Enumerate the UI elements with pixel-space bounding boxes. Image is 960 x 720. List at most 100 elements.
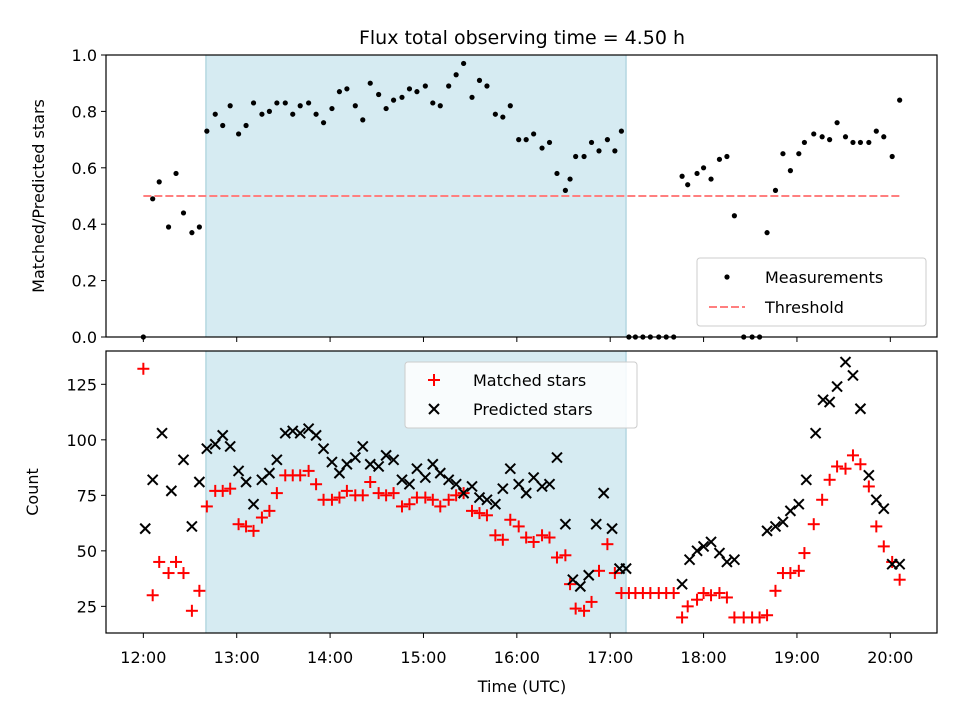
- measurement-point: [523, 137, 529, 143]
- predicted-star-point: [473, 491, 486, 504]
- measurement-point: [618, 128, 625, 134]
- predicted-star-point: [419, 471, 432, 484]
- measurement-points: [140, 60, 903, 340]
- matched-star-point: [489, 529, 502, 542]
- matched-star-point: [691, 593, 704, 606]
- measurement-point: [437, 103, 443, 109]
- matched-star-point: [807, 518, 820, 531]
- predicted-star-point: [240, 476, 252, 488]
- measurement-point: [453, 72, 459, 78]
- measurement-point: [694, 170, 700, 177]
- measurement-point: [581, 153, 587, 160]
- matched-star-point: [364, 476, 377, 489]
- measurement-point: [469, 94, 475, 100]
- predicted-star-point: [520, 487, 532, 499]
- measurement-point: [306, 100, 312, 106]
- predicted-star-point: [380, 449, 392, 462]
- matched-star-point: [263, 504, 276, 517]
- predicted-star-point: [341, 458, 353, 470]
- matched-star-point: [504, 513, 517, 526]
- matched-star-point: [761, 609, 774, 622]
- predicted-star-point: [481, 494, 493, 506]
- measurement-point: [897, 97, 903, 103]
- predicted-star-point: [310, 429, 322, 442]
- bottom-axes-frame: [105, 350, 938, 634]
- measurement-point: [881, 134, 887, 140]
- legend-matched-label: Matched stars: [473, 371, 586, 390]
- predicted-star-point: [497, 482, 509, 495]
- predicted-star-point: [863, 469, 875, 482]
- top-y-axis-label: Matched/Predicted stars: [29, 99, 48, 293]
- measurement-point: [313, 111, 319, 117]
- measurement-point: [461, 60, 467, 67]
- predicted-star-point: [543, 478, 556, 490]
- matched-star-point: [177, 567, 190, 580]
- predicted-star-point: [590, 518, 602, 530]
- measurement-point: [360, 117, 366, 123]
- y-tick-label: 25: [77, 597, 97, 616]
- measurement-point: [780, 151, 786, 157]
- measurement-point: [235, 131, 242, 137]
- predicted-star-point: [504, 462, 517, 475]
- predicted-star-point: [177, 454, 190, 466]
- predicted-star-point: [784, 505, 797, 517]
- measurement-point: [834, 120, 840, 126]
- predicted-star-point: [326, 456, 338, 468]
- measurement-point: [165, 224, 172, 230]
- matched-star-point: [403, 498, 416, 511]
- matched-star-point: [193, 584, 206, 597]
- measurement-point: [250, 100, 257, 106]
- predicted-star-point: [279, 427, 291, 439]
- matched-star-point: [705, 589, 718, 602]
- predicted-star-point: [574, 580, 587, 593]
- measurement-point: [390, 97, 397, 103]
- predicted-star-point: [559, 518, 572, 530]
- matched-star-point: [854, 458, 867, 471]
- matched-star-point: [601, 538, 614, 551]
- predicted-star-point: [217, 429, 229, 442]
- matched-star-point: [784, 567, 797, 580]
- measurement-point: [399, 94, 405, 100]
- measurement-point: [406, 86, 413, 92]
- y-tick-label: 0.8: [72, 102, 97, 121]
- measurement-point: [866, 139, 872, 146]
- matched-star-point: [862, 480, 875, 493]
- predicted-star-point: [761, 525, 773, 537]
- legend-matched-marker: [428, 374, 440, 386]
- matched-star-point: [380, 489, 393, 502]
- y-tick-label: 0.4: [72, 215, 97, 234]
- measurement-point: [531, 131, 537, 137]
- predicted-star-point: [489, 498, 502, 510]
- matched-star-point: [753, 611, 766, 624]
- measurement-point: [150, 196, 156, 202]
- measurement-point: [801, 139, 808, 146]
- measurement-point: [484, 83, 490, 89]
- measurement-point: [274, 100, 280, 106]
- matched-star-point: [232, 518, 245, 531]
- x-tick-label: 14:00: [307, 648, 353, 667]
- x-tick-label: 19:00: [774, 648, 820, 667]
- predicted-star-point: [854, 403, 867, 415]
- predicted-star-point: [287, 425, 299, 437]
- predicted-star-point: [705, 536, 717, 548]
- matched-star-point: [585, 595, 598, 608]
- predicted-star-point: [387, 454, 400, 466]
- matched-star-point: [667, 587, 680, 600]
- measurement-point: [516, 137, 522, 143]
- predicted-star-point: [847, 369, 859, 382]
- matched-star-point: [372, 487, 385, 500]
- matched-star-point: [713, 587, 726, 600]
- matched-star-point: [550, 551, 563, 564]
- legend-measurements-marker: [724, 274, 730, 280]
- predicted-star-point: [817, 394, 829, 406]
- measurement-point: [716, 156, 723, 162]
- matched-star-point: [480, 509, 493, 522]
- matched-star-point: [340, 484, 353, 497]
- measurement-point: [596, 148, 602, 154]
- bottom-y-axis-label: Count: [23, 468, 42, 516]
- legend-threshold-label: Threshold: [764, 298, 844, 317]
- matched-star-point: [294, 469, 307, 482]
- measurement-point: [189, 230, 195, 236]
- matched-star-point: [434, 500, 447, 513]
- matched-star-point: [224, 482, 237, 495]
